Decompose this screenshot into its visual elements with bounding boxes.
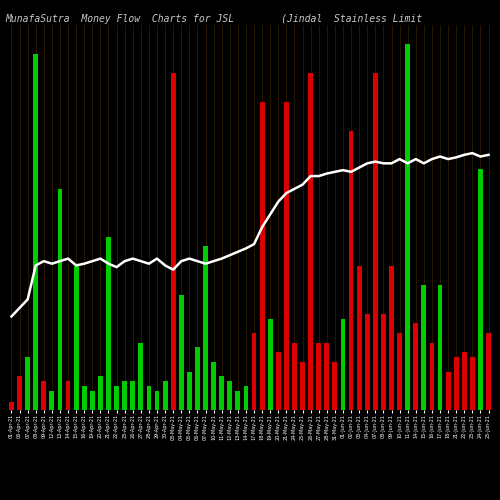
Bar [179, 294, 184, 410]
Bar [276, 352, 280, 410]
Bar [171, 73, 175, 410]
Bar [389, 266, 394, 410]
Bar [9, 402, 14, 410]
Bar [405, 44, 410, 410]
Bar [138, 342, 143, 410]
Bar [187, 372, 192, 410]
Bar [42, 381, 46, 410]
Bar [195, 348, 200, 410]
Bar [365, 314, 370, 410]
Bar [90, 391, 95, 410]
Bar [348, 131, 354, 410]
Bar [106, 237, 111, 410]
Bar [260, 102, 264, 410]
Bar [25, 357, 30, 410]
Bar [430, 342, 434, 410]
Bar [308, 73, 313, 410]
Bar [422, 285, 426, 410]
Bar [82, 386, 86, 410]
Bar [146, 386, 152, 410]
Bar [454, 357, 458, 410]
Bar [114, 386, 119, 410]
Bar [98, 376, 103, 410]
Bar [154, 391, 160, 410]
Bar [373, 73, 378, 410]
Bar [220, 376, 224, 410]
Bar [332, 362, 338, 410]
Bar [470, 357, 475, 410]
Bar [17, 376, 22, 410]
Bar [486, 333, 491, 410]
Bar [74, 266, 78, 410]
Bar [228, 381, 232, 410]
Bar [268, 318, 272, 410]
Bar [446, 372, 450, 410]
Bar [462, 352, 466, 410]
Bar [340, 318, 345, 410]
Bar [130, 381, 135, 410]
Bar [381, 314, 386, 410]
Bar [324, 342, 329, 410]
Bar [244, 386, 248, 410]
Bar [58, 188, 62, 410]
Bar [438, 285, 442, 410]
Bar [292, 342, 297, 410]
Bar [300, 362, 305, 410]
Text: MunafaSutra  Money Flow  Charts for JSL        (Jindal  Stainless Limit: MunafaSutra Money Flow Charts for JSL (J… [5, 14, 422, 24]
Bar [356, 266, 362, 410]
Bar [236, 391, 240, 410]
Bar [162, 381, 168, 410]
Bar [122, 381, 127, 410]
Bar [66, 381, 70, 410]
Bar [397, 333, 402, 410]
Bar [34, 54, 38, 410]
Bar [252, 333, 256, 410]
Bar [211, 362, 216, 410]
Bar [316, 342, 321, 410]
Bar [414, 324, 418, 410]
Bar [284, 102, 289, 410]
Bar [203, 246, 208, 410]
Bar [478, 170, 483, 410]
Bar [50, 391, 54, 410]
